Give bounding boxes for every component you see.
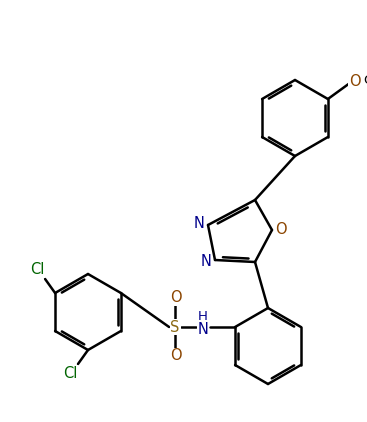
Text: O: O [349,73,361,89]
Text: N: N [198,322,208,336]
Text: O: O [170,349,182,363]
Text: O: O [170,290,182,306]
Text: O: O [275,222,287,238]
Text: CH₃: CH₃ [363,75,367,87]
Text: H: H [198,311,208,324]
Text: Cl: Cl [30,262,44,278]
Text: N: N [200,254,211,270]
Text: N: N [193,216,204,230]
Text: Cl: Cl [63,365,77,381]
Text: S: S [170,319,180,335]
